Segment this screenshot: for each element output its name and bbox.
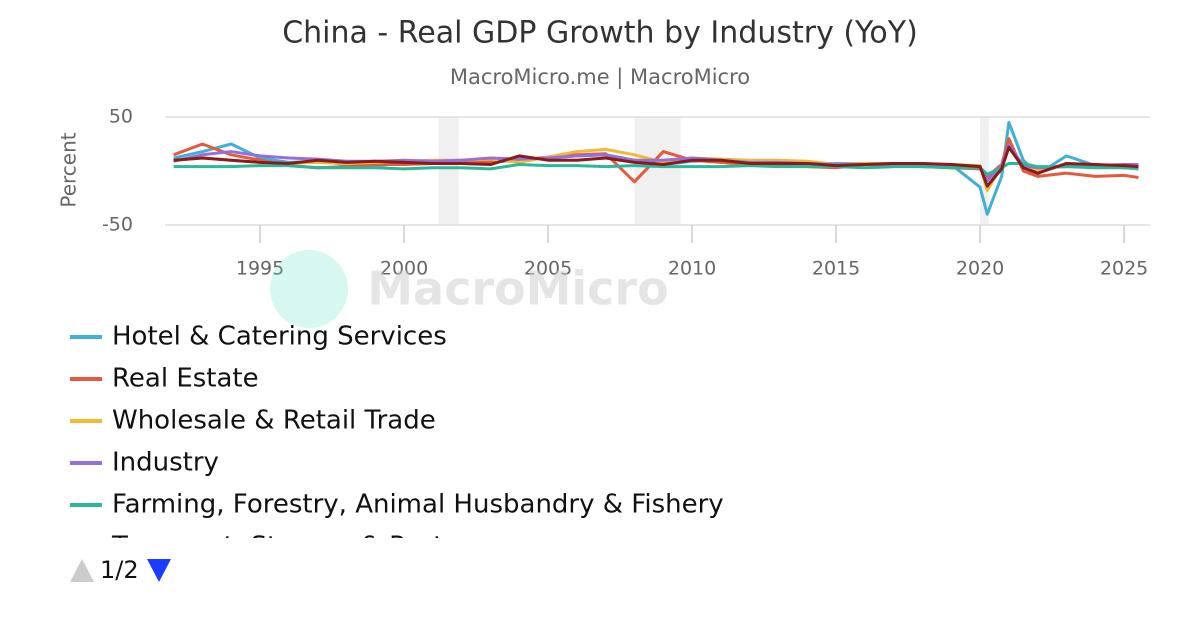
legend-label: Real Estate <box>112 364 259 394</box>
legend-prev[interactable] <box>70 559 94 582</box>
chart-title: China - Real GDP Growth by Industry (YoY… <box>282 16 918 51</box>
x-tick-label: 2025 <box>1100 258 1148 280</box>
legend-next[interactable] <box>147 559 171 582</box>
series-line <box>173 145 1139 188</box>
watermark: MacroMicro <box>367 262 668 316</box>
plot-area: 50 -50 1995 2000 2005 2010 2015 2020 2025 <box>102 106 1150 280</box>
x-tick-label: 2005 <box>524 258 572 280</box>
legend-label: Hotel & Catering Services <box>112 322 447 352</box>
x-tick-label: 2020 <box>956 258 1004 280</box>
shaded-period <box>634 117 681 225</box>
series-line <box>173 161 1139 176</box>
y-axis-label: Percent <box>57 132 81 207</box>
y-tick-label: -50 <box>102 214 133 236</box>
legend-label: Farming, Forestry, Animal Husbandry & Fi… <box>112 490 724 520</box>
legend-page: 1/2 <box>100 556 139 584</box>
x-tick-label: 2000 <box>380 258 428 280</box>
legend: Hotel & Catering Services Real Estate Whol… <box>70 322 724 562</box>
legend-label: Transport, Storage & Post <box>111 532 443 562</box>
x-tick-label: 1995 <box>236 258 284 280</box>
chart-subtitle: MacroMicro.me | MacroMicro <box>450 65 750 90</box>
x-tick-label: 2015 <box>812 258 860 280</box>
legend-label: Wholesale & Retail Trade <box>112 406 436 436</box>
shaded-period <box>438 117 459 225</box>
x-tick-label: 2010 <box>668 258 716 280</box>
legend-label: Industry <box>112 448 219 478</box>
y-tick-label: 50 <box>109 106 133 128</box>
watermark-logo <box>270 250 348 328</box>
